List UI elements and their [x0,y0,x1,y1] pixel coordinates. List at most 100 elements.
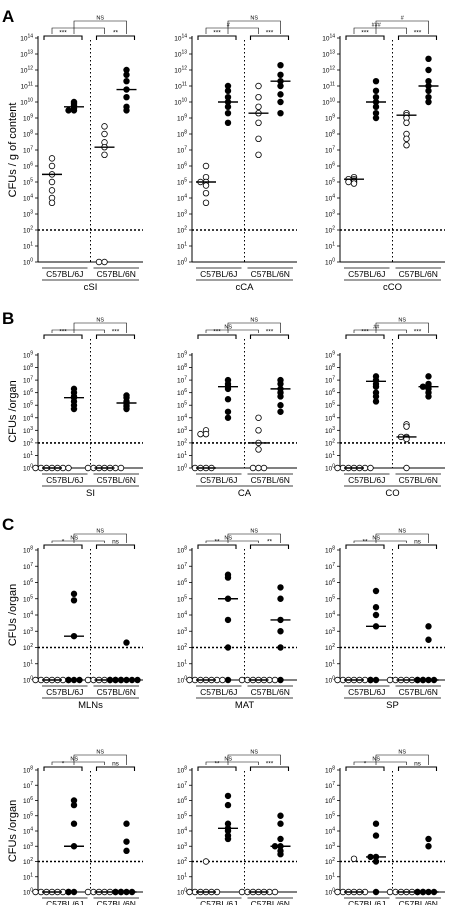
data-point [255,446,262,453]
sig-bracket [249,544,290,549]
data-point [372,114,380,122]
cross-sig-label: NS [372,757,380,763]
data-point [101,151,108,159]
data-point [202,199,210,207]
y-tick-label: 1014 [322,34,335,43]
data-point [123,639,130,646]
data-point [186,888,193,896]
x-category-label: C57BL/6J [200,687,237,697]
cross-bracket [227,20,281,34]
data-point [334,676,341,684]
y-tick-label: 100 [23,676,33,685]
y-tick-label: 107 [325,376,335,385]
chart-cca: 100 101 102 103 104 105 106 107 108 109 1010 1011 10… [174,16,297,293]
x-category-label: C57BL/6J [348,269,385,279]
data-point [271,676,279,684]
data-point [345,178,352,186]
y-tick-label: 100 [23,888,33,897]
y-tick-label: 105 [23,594,33,603]
x-category-label: C57BL/6N [399,899,438,905]
sig-label: *** [59,329,67,336]
y-tick-label: 109 [325,114,335,123]
y-tick-label: 1013 [174,50,187,59]
y-tick-label: 103 [23,627,33,636]
y-axis-label: CFUs / g of content [7,103,19,198]
y-axis-label: CFUs /organ [7,800,19,862]
organ-label: SP [386,700,399,711]
cross-sig-label: NS [70,757,78,763]
y-tick-label: 107 [177,781,187,790]
cross-sig-label: NS [250,318,258,324]
sig-bracket [249,35,290,40]
sig-label: *** [361,30,369,37]
sig-label: *** [213,329,221,336]
sig-bracket [345,766,385,771]
data-point [123,838,130,845]
data-point [70,888,78,896]
y-tick-label: 102 [23,643,33,652]
y-tick-label: 1011 [323,82,336,91]
sig-label: *** [266,30,274,37]
y-tick-label: 102 [325,857,335,866]
sig-bracket [197,35,237,40]
data-point [48,162,56,170]
data-point [372,888,380,896]
cross-sig-label: NS [224,757,232,763]
organ-label: cCA [236,282,255,293]
data-point [372,832,380,839]
data-point [350,855,358,863]
data-point [277,584,284,591]
cross-bracket [51,27,105,34]
y-tick-label: 101 [23,451,33,460]
y-tick-label: 107 [325,562,335,571]
y-tick-label: 104 [177,194,187,203]
y-tick-label: 108 [23,130,33,139]
data-point [277,644,284,651]
y-tick-label: 108 [177,130,187,139]
data-point [425,373,432,380]
cross-sig-label: NS [250,16,258,22]
sig-bracket [95,334,136,339]
sig-bracket [43,544,83,549]
y-tick-label: 106 [325,388,335,397]
sig-label: * [364,761,367,768]
chart-co: 100 101 102 103 104 105 106 107 108 109 C57BL/6J C5… [325,318,445,499]
y-tick-label: 100 [23,464,33,473]
data-point [123,77,130,85]
data-point [65,676,72,684]
data-point [70,590,78,598]
data-point [425,623,432,630]
y-tick-label: 105 [177,594,187,603]
cross-bracket [73,533,127,543]
cross-bracket [227,322,281,333]
data-point [372,383,380,390]
data-point [372,858,380,865]
cross-bracket [227,754,281,765]
x-category-label: C57BL/6J [348,687,385,697]
y-tick-label: 106 [23,796,33,805]
y-tick-label: 100 [177,888,187,897]
data-point [202,189,210,197]
data-point [260,464,268,472]
y-tick-label: 101 [23,872,33,881]
cross-sig-label: NS [224,536,232,542]
organ-label: CA [238,488,252,499]
data-point [255,464,262,472]
data-point [255,119,262,127]
y-tick-label: 104 [325,611,335,620]
data-point [32,676,39,684]
y-tick-label: 106 [325,162,335,171]
y-tick-label: 100 [23,258,33,267]
sig-label: *** [266,761,274,768]
cross-sig-label: ## [373,325,380,331]
data-point [70,820,78,827]
data-point [123,847,130,855]
chart-sp: 100 101 102 103 104 105 106 107 108 C57BL/6J C57BL… [325,529,445,711]
panel-letter: C [2,515,14,534]
data-point [224,109,232,117]
y-tick-label: 104 [177,827,187,836]
sig-bracket [43,35,83,40]
chart-hr: 100 101 102 103 104 105 106 107 108 C57BL/6J C57BL… [325,750,445,905]
y-tick-label: 103 [23,210,33,219]
sig-bracket [397,35,438,40]
